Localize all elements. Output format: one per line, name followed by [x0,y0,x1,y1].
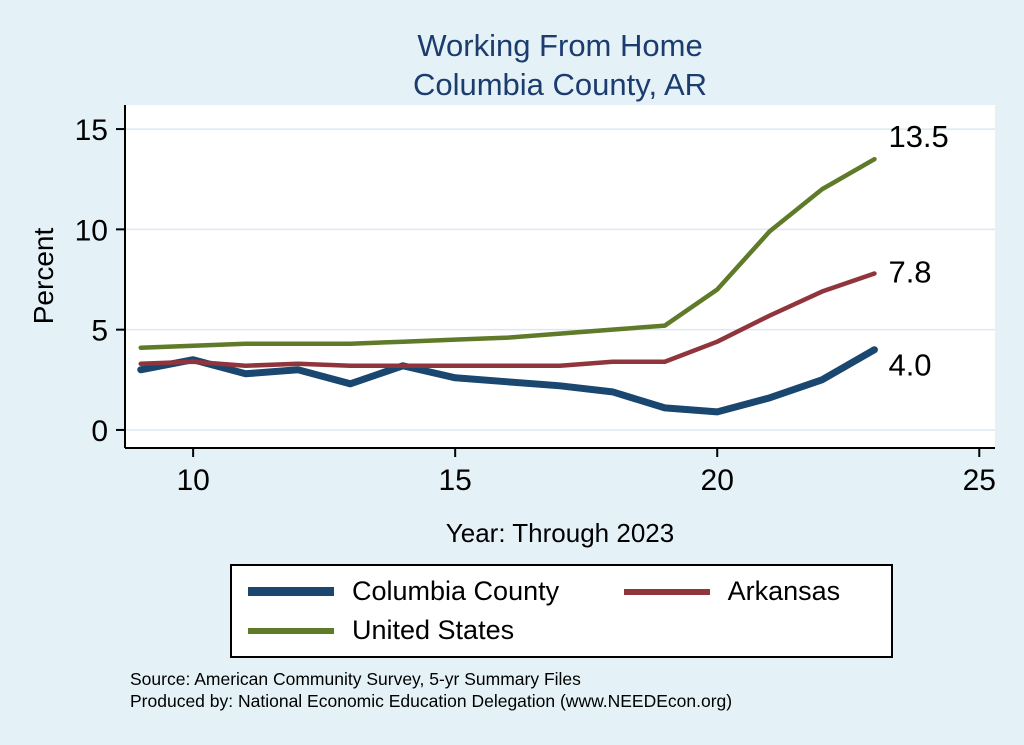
x-tick-label: 10 [176,464,209,497]
x-tick-label: 15 [438,464,471,497]
produced-by-text: Produced by: National Economic Education… [130,691,733,711]
x-tick-label: 20 [701,464,734,497]
chart-title-line1: Working From Home [417,28,703,63]
footer: Source: American Community Survey, 5-yr … [130,668,732,712]
legend: Columbia County Arkansas United States [230,564,893,658]
legend-swatch-united-states [248,627,334,634]
x-axis-label: Year: Through 2023 [445,518,675,548]
series-end-label: 4.0 [888,348,931,383]
legend-swatch-arkansas [623,588,710,595]
legend-item-columbia-county: Columbia County [232,576,608,607]
chart-title-line2: Columbia County, AR [412,67,708,102]
x-tick-label: 25 [963,464,996,497]
legend-item-united-states: United States [232,615,608,646]
plot-area [125,105,995,448]
line-columbia-county [137,346,878,416]
legend-swatch-columbia-county [248,587,334,596]
y-tick-label: 10 [75,214,108,247]
y-tick-label: 5 [91,315,108,348]
legend-label-arkansas: Arkansas [727,576,841,606]
line-arkansas [138,271,877,369]
legend-label-united-states: United States [352,615,515,645]
series-end-label: 7.8 [888,254,931,289]
y-tick-label: 0 [91,415,108,448]
source-text: Source: American Community Survey, 5-yr … [130,669,581,689]
chart-title: Working From Home Columbia County, AR [125,26,995,104]
line-united-states [138,156,877,350]
legend-item-arkansas: Arkansas [608,576,891,607]
y-axis-label: Percent [28,227,59,325]
legend-label-columbia-county: Columbia County [352,576,560,606]
y-tick-label: 15 [75,114,108,147]
series-end-label: 13.5 [888,119,948,154]
